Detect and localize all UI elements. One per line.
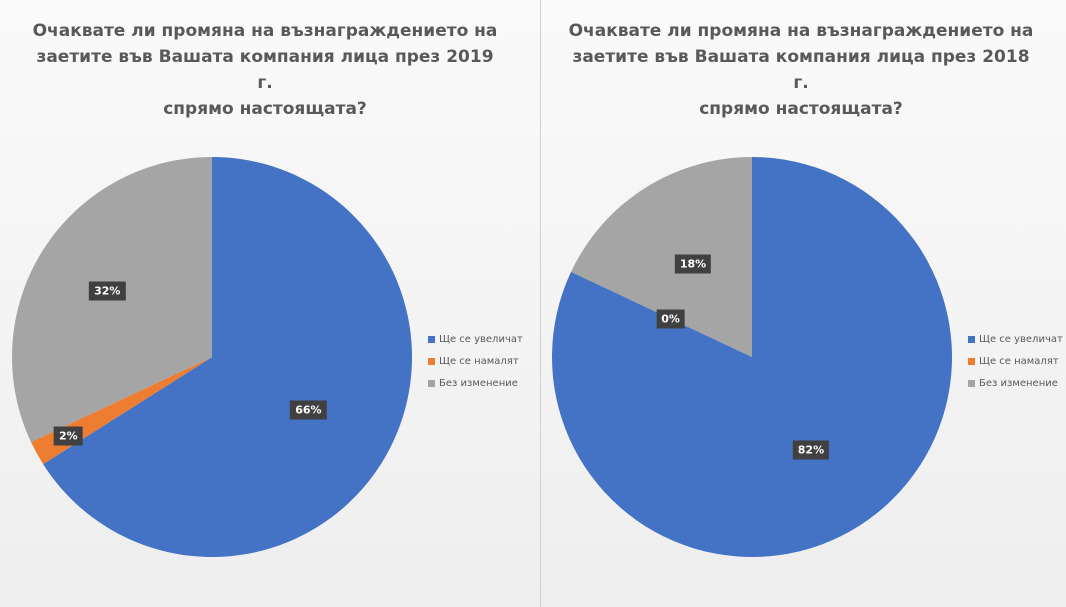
data-label-increase: 66% — [290, 400, 327, 420]
chart-title-line: заетите във Вашата компания лица през 20… — [572, 47, 1030, 93]
legend-label: Без изменение — [979, 377, 1058, 389]
legend-item[interactable]: Ще се намалят — [428, 350, 523, 372]
pie-chart — [552, 157, 952, 557]
chart-panel-2019: Очаквате ли промяна на възнаграждението … — [0, 0, 540, 607]
data-label-no-change: 18% — [674, 254, 712, 274]
chart-legend: Ще се увеличат Ще се намалят Без изменен… — [428, 328, 523, 394]
chart-title-line: Очаквате ли промяна на възнаграждението … — [32, 21, 498, 41]
pie-chart — [11, 157, 413, 557]
legend-swatch — [968, 335, 975, 343]
panel-divider — [540, 0, 541, 607]
legend-swatch — [968, 379, 975, 387]
chart-title-line: заетите във Вашата компания лица през 20… — [36, 47, 494, 93]
legend-label: Без изменение — [439, 377, 518, 389]
legend-label: Ще се увеличат — [979, 333, 1063, 345]
chart-title-line: Очаквате ли промяна на възнаграждението … — [568, 21, 1034, 41]
chart-title: Очаквате ли промяна на възнаграждението … — [30, 18, 500, 122]
chart-title: Очаквате ли промяна на възнаграждението … — [566, 18, 1036, 122]
chart-panel-2018: Очаквате ли промяна на възнаграждението … — [541, 0, 1066, 607]
chart-legend: Ще се увеличат Ще се намалят Без изменен… — [968, 328, 1063, 394]
legend-item[interactable]: Без изменение — [428, 372, 523, 394]
legend-label: Ще се намалят — [979, 355, 1059, 367]
legend-item[interactable]: Ще се увеличат — [428, 328, 523, 350]
legend-item[interactable]: Ще се увеличат — [968, 328, 1063, 350]
chart-title-line: спрямо настоящата? — [163, 99, 367, 119]
pie-slice-no-change[interactable] — [571, 157, 752, 357]
legend-swatch — [428, 379, 435, 387]
legend-label: Ще се увеличат — [439, 333, 523, 345]
legend-swatch — [968, 357, 975, 365]
legend-swatch — [428, 357, 435, 365]
data-label-no-change: 32% — [89, 281, 126, 301]
chart-title-line: спрямо настоящата? — [699, 99, 903, 119]
data-label-increase: 82% — [792, 440, 830, 460]
data-label-decrease: 0% — [656, 309, 685, 329]
pie-slice-increase[interactable] — [43, 157, 413, 557]
legend-item[interactable]: Ще се намалят — [968, 350, 1063, 372]
legend-swatch — [428, 335, 435, 343]
legend-item[interactable]: Без изменение — [968, 372, 1063, 394]
legend-label: Ще се намалят — [439, 355, 519, 367]
data-label-decrease: 2% — [53, 426, 83, 446]
